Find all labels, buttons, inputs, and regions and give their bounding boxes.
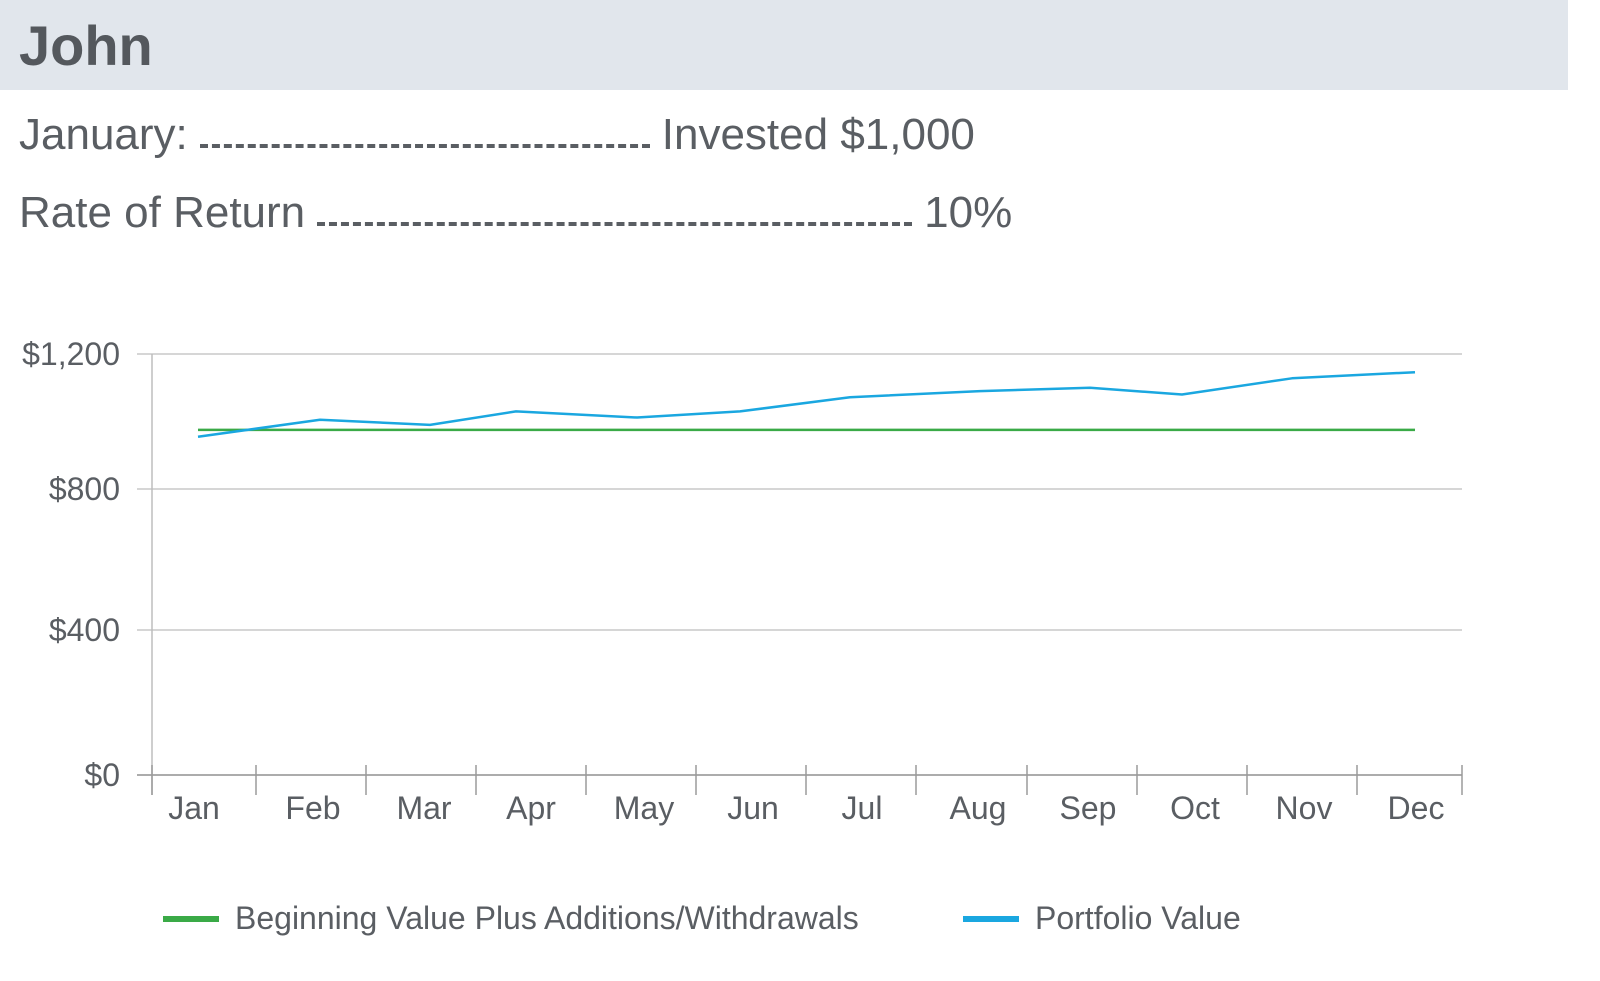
legend-item-portfolio: Portfolio Value bbox=[963, 900, 1241, 937]
legend-swatch-blue bbox=[963, 915, 1019, 922]
page-title: John bbox=[19, 14, 153, 77]
rate-of-return-label: Rate of Return bbox=[19, 188, 306, 237]
x-tick-label: Aug bbox=[950, 790, 1007, 826]
invested-label: January: bbox=[19, 110, 188, 159]
legend-label-portfolio: Portfolio Value bbox=[1035, 900, 1241, 936]
line-chart: $0 $400 $800 $1,200 Jan Feb Mar Apr May Jun Jul Aug… bbox=[22, 336, 1463, 826]
x-tick-label: Mar bbox=[396, 790, 451, 826]
y-tick-label: $1,200 bbox=[22, 336, 120, 372]
x-tick-label: Jan bbox=[168, 790, 220, 826]
y-tick-label: $400 bbox=[49, 612, 120, 648]
series-line-portfolio bbox=[197, 370, 1416, 438]
invested-value: Invested $1,000 bbox=[661, 110, 975, 159]
x-tick-label: May bbox=[614, 790, 674, 826]
x-tick-label: Jun bbox=[727, 790, 779, 826]
legend-item-beginning: Beginning Value Plus Additions/Withdrawa… bbox=[163, 900, 859, 937]
y-tick-label: $0 bbox=[84, 757, 120, 793]
x-tick-label: Sep bbox=[1060, 790, 1117, 826]
x-tick-label: Jul bbox=[842, 790, 883, 826]
x-tick-label: Oct bbox=[1170, 790, 1220, 826]
x-tick-label: Apr bbox=[506, 790, 556, 826]
invested-row: January: Invested $1,000 bbox=[19, 110, 975, 160]
x-tick-label: Dec bbox=[1388, 790, 1445, 826]
x-tick-label: Feb bbox=[285, 790, 340, 826]
y-tick-label: $800 bbox=[49, 471, 120, 507]
legend-swatch-green bbox=[163, 915, 219, 922]
rate-of-return-value: 10% bbox=[924, 188, 1013, 237]
header-bar bbox=[0, 0, 1568, 90]
dotted-leader bbox=[317, 222, 913, 226]
rate-of-return-row: Rate of Return 10% bbox=[19, 188, 1012, 238]
dotted-leader bbox=[199, 144, 650, 148]
x-tick-label: Nov bbox=[1276, 790, 1333, 826]
legend-label-beginning: Beginning Value Plus Additions/Withdrawa… bbox=[235, 900, 859, 936]
